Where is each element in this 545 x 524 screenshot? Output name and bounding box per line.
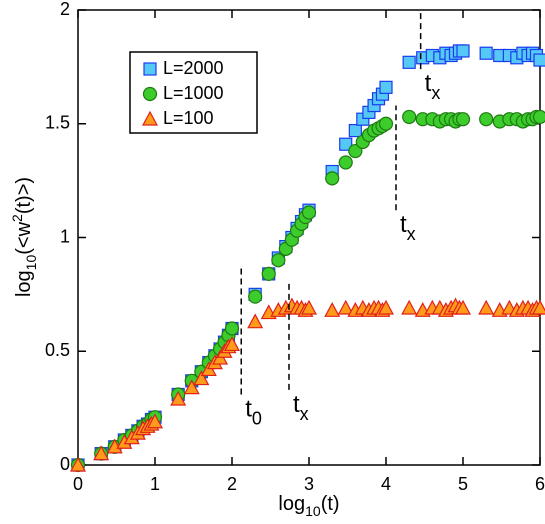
- data-point: [183, 379, 200, 395]
- annotation-label: tx: [425, 70, 441, 103]
- data-point: [223, 336, 241, 352]
- data-point: [533, 53, 545, 67]
- y-tick-label: 0: [60, 454, 70, 474]
- data-point: [93, 445, 110, 461]
- data-point: [479, 112, 494, 127]
- data-point: [339, 137, 353, 151]
- y-tick-label: 2: [60, 0, 70, 19]
- data-point: [193, 370, 210, 386]
- legend-marker: [141, 110, 159, 126]
- x-tick-label: 6: [535, 474, 545, 494]
- data-point: [271, 253, 286, 268]
- annotation-text: t: [400, 211, 407, 238]
- annotation-sub: x: [431, 83, 440, 103]
- data-point: [454, 299, 472, 315]
- annotation-sub: x: [407, 224, 416, 244]
- legend-marker: [142, 86, 158, 102]
- data-point: [247, 313, 264, 329]
- data-point: [69, 456, 87, 472]
- data-point: [532, 109, 545, 125]
- legend-label: L=1000: [163, 83, 224, 103]
- x-tick-label: 2: [227, 474, 237, 494]
- data-point: [402, 55, 416, 69]
- data-point: [224, 321, 240, 336]
- data-point: [377, 299, 395, 315]
- annotation-label: tx: [400, 211, 416, 244]
- data-point: [337, 299, 354, 315]
- data-point: [300, 299, 318, 315]
- data-point: [478, 299, 495, 315]
- y-tick-label: 0.5: [45, 340, 70, 360]
- x-tick-label: 4: [381, 474, 391, 494]
- y-tick-label: 1.5: [45, 113, 70, 133]
- annotation-text: t: [245, 395, 252, 422]
- data-point: [479, 46, 493, 60]
- data-point: [379, 80, 393, 94]
- data-point: [324, 302, 341, 317]
- data-point: [402, 109, 417, 125]
- data-point: [301, 205, 317, 220]
- annotation-label: t0: [245, 395, 262, 428]
- data-point: [378, 116, 394, 131]
- annotation-sub: x: [300, 404, 309, 424]
- data-point: [531, 299, 545, 315]
- data-point: [146, 413, 164, 429]
- legend-label: L=100: [163, 108, 214, 128]
- y-tick-label: 1: [60, 226, 70, 246]
- data-point: [338, 155, 353, 170]
- annotation-text: t: [425, 70, 432, 97]
- x-tick-label: 5: [458, 474, 468, 494]
- data-point: [170, 390, 187, 406]
- data-point: [325, 171, 340, 186]
- annotation-sub: 0: [252, 408, 262, 428]
- x-tick-label: 0: [73, 474, 83, 494]
- legend-marker: [143, 62, 157, 76]
- data-point: [248, 289, 263, 304]
- data-point: [401, 299, 418, 315]
- x-tick-label: 1: [150, 474, 160, 494]
- annotation-label: tx: [293, 391, 309, 424]
- data-point: [456, 44, 470, 58]
- data-point: [348, 143, 363, 159]
- y-axis-label: log10(<w2(t)>): [9, 177, 39, 297]
- data-point: [261, 266, 276, 281]
- legend-label: L=2000: [163, 58, 224, 78]
- data-point: [348, 123, 362, 138]
- data-point: [455, 112, 471, 127]
- annotation-text: t: [293, 391, 300, 418]
- x-axis-label: log10(t): [278, 493, 339, 519]
- x-tick-label: 3: [304, 474, 314, 494]
